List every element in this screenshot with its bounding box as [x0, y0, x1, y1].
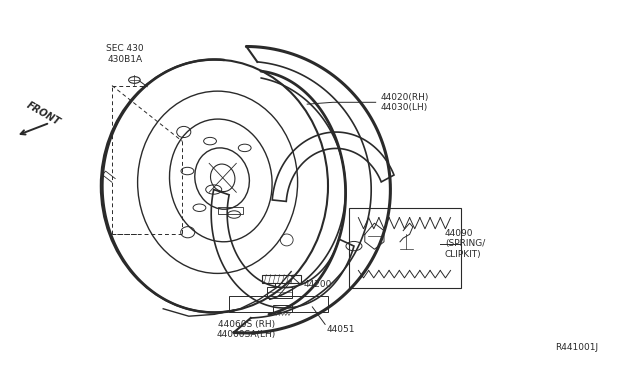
Text: SEC 430
430B1A: SEC 430 430B1A — [106, 44, 143, 64]
Text: 44051: 44051 — [326, 325, 355, 334]
Circle shape — [129, 77, 140, 83]
Text: 44020(RH)
44030(LH): 44020(RH) 44030(LH) — [381, 93, 429, 112]
Text: 44090
(SPRING/
CLIPKIT): 44090 (SPRING/ CLIPKIT) — [445, 229, 485, 259]
Text: 44060S (RH)
44060SA(LH): 44060S (RH) 44060SA(LH) — [217, 320, 276, 339]
Text: FRONT: FRONT — [25, 100, 62, 127]
Text: R441001J: R441001J — [556, 343, 598, 352]
Text: 44200: 44200 — [304, 280, 332, 289]
